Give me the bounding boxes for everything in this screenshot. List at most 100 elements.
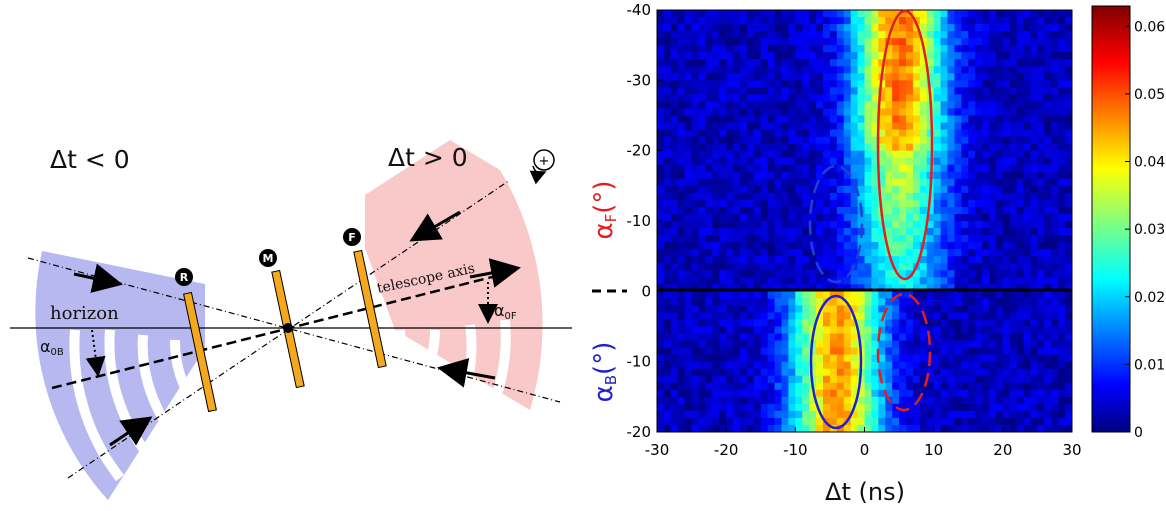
heatmap-cell bbox=[1044, 157, 1052, 166]
heatmap-cell bbox=[684, 80, 692, 88]
heatmap-cell bbox=[1016, 382, 1024, 391]
heatmap-cell bbox=[802, 375, 810, 384]
heatmap-cell bbox=[912, 361, 921, 370]
heatmap-cell bbox=[684, 242, 692, 250]
heatmap-cell bbox=[712, 115, 720, 123]
heatmap-cell bbox=[781, 199, 789, 208]
heatmap-cell bbox=[657, 24, 665, 32]
heatmap-cell bbox=[816, 108, 824, 116]
heatmap-cell bbox=[899, 382, 907, 391]
heatmap-cell bbox=[885, 347, 893, 356]
heatmap-cell bbox=[705, 10, 713, 18]
heatmap-cell bbox=[712, 185, 720, 194]
heatmap-cell bbox=[823, 382, 831, 391]
heatmap-cell bbox=[933, 87, 941, 95]
heatmap-cell bbox=[926, 59, 935, 67]
heatmap-cell bbox=[740, 403, 748, 412]
heatmap-cell bbox=[698, 326, 706, 334]
heatmap-cell bbox=[1002, 305, 1011, 313]
heatmap-cell bbox=[1030, 94, 1038, 102]
heatmap-cell bbox=[657, 122, 665, 130]
heatmap-cell bbox=[1009, 213, 1018, 222]
heatmap-cell bbox=[677, 73, 686, 81]
heatmap-cell bbox=[919, 347, 928, 356]
heatmap-cell bbox=[726, 424, 734, 433]
heatmap-cell bbox=[698, 389, 706, 398]
heatmap-cell bbox=[712, 38, 720, 46]
heatmap-cell bbox=[781, 171, 789, 180]
heatmap-cell bbox=[1030, 417, 1038, 426]
heatmap-cell bbox=[1058, 143, 1066, 152]
heatmap-cell bbox=[899, 213, 907, 222]
heatmap-cell bbox=[940, 410, 948, 419]
heatmap-cell bbox=[836, 192, 845, 201]
heatmap-cell bbox=[1058, 361, 1066, 370]
heatmap-cell bbox=[989, 277, 997, 285]
heatmap-cell bbox=[753, 284, 762, 292]
heatmap-cell bbox=[1044, 24, 1052, 32]
heatmap-cell bbox=[809, 136, 817, 145]
heatmap-cell bbox=[670, 263, 679, 271]
heatmap-cell bbox=[733, 347, 741, 356]
heatmap-cell bbox=[975, 185, 983, 194]
heatmap-cell bbox=[809, 263, 817, 271]
heatmap-cell bbox=[795, 52, 803, 60]
heatmap-cell bbox=[995, 31, 1004, 39]
heatmap-cell bbox=[691, 319, 699, 327]
heatmap-cell bbox=[961, 249, 969, 257]
heatmap-cell bbox=[878, 305, 886, 313]
heatmap-cell bbox=[829, 284, 838, 292]
heatmap-cell bbox=[892, 361, 900, 370]
heatmap-cell bbox=[802, 52, 810, 60]
heatmap-cell bbox=[871, 242, 879, 250]
heatmap-cell bbox=[850, 129, 858, 137]
heatmap-cell bbox=[857, 382, 865, 391]
heatmap-cell bbox=[906, 256, 914, 264]
heatmap-cell bbox=[919, 389, 928, 398]
heatmap-cell bbox=[836, 87, 845, 95]
heatmap-cell bbox=[933, 277, 941, 285]
heatmap-cell bbox=[968, 80, 976, 88]
heatmap-cell bbox=[691, 87, 699, 95]
heatmap-cell bbox=[719, 115, 727, 123]
heatmap-cell bbox=[684, 150, 692, 159]
heatmap-cell bbox=[933, 382, 941, 391]
heatmap-cell bbox=[968, 66, 976, 74]
heatmap-cell bbox=[705, 291, 713, 299]
heatmap-cell bbox=[947, 256, 955, 264]
heatmap-cell bbox=[906, 171, 914, 180]
heatmap-cell bbox=[982, 424, 990, 433]
heatmap-cell bbox=[795, 305, 803, 313]
heatmap-cell bbox=[670, 185, 679, 194]
heatmap-cell bbox=[802, 66, 810, 74]
heatmap-cell bbox=[691, 101, 699, 109]
heatmap-cell bbox=[836, 242, 845, 250]
heatmap-cell bbox=[760, 235, 769, 243]
heatmap-cell bbox=[968, 389, 976, 398]
heatmap-cell bbox=[1037, 122, 1045, 130]
heatmap-cell bbox=[1030, 157, 1038, 166]
heatmap-cell bbox=[1051, 24, 1059, 32]
heatmap-cell bbox=[982, 340, 990, 348]
heatmap-cell bbox=[753, 417, 762, 426]
heatmap-cell bbox=[989, 270, 997, 278]
heatmap-cell bbox=[982, 164, 990, 173]
heatmap-cell bbox=[746, 382, 755, 391]
heatmap-cell bbox=[947, 108, 955, 116]
heatmap-cell bbox=[1058, 340, 1066, 348]
heatmap-cell bbox=[670, 171, 679, 180]
heatmap-cell bbox=[691, 396, 699, 405]
heatmap-cell bbox=[961, 340, 969, 348]
heatmap-cell bbox=[892, 228, 900, 236]
heatmap-cell bbox=[705, 242, 713, 250]
heatmap-cell bbox=[829, 87, 838, 95]
heatmap-cell bbox=[871, 396, 879, 405]
heatmap-cell bbox=[719, 122, 727, 130]
heatmap-cell bbox=[857, 213, 865, 222]
heatmap-cell bbox=[684, 73, 692, 81]
heatmap-cell bbox=[760, 73, 769, 81]
heatmap-cell bbox=[795, 80, 803, 88]
heatmap-cell bbox=[899, 66, 907, 74]
heatmap-cell bbox=[719, 347, 727, 356]
heatmap-cell bbox=[1044, 94, 1052, 102]
